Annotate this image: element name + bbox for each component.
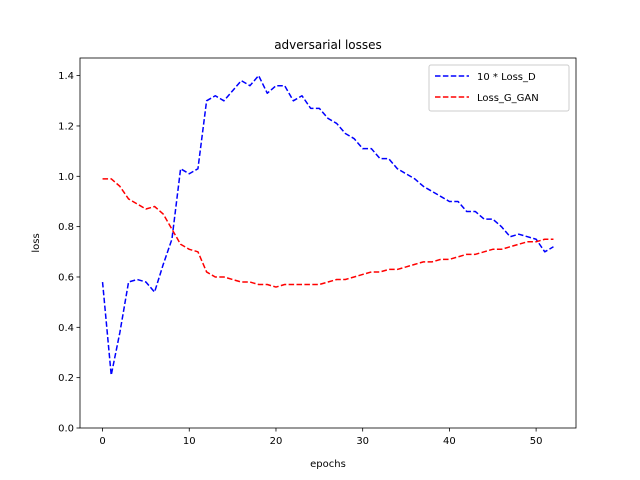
y-tick-label: 0.0: [58, 424, 74, 435]
y-tick-label: 1.4: [58, 71, 74, 82]
x-tick-label: 50: [530, 436, 543, 447]
x-tick-label: 10: [183, 436, 196, 447]
series-layer: [101, 74, 554, 376]
plot-frame: [79, 57, 577, 429]
plot-background: [80, 58, 576, 428]
x-tick-label: 0: [99, 436, 105, 447]
x-tick-label: 20: [270, 436, 283, 447]
ticks: 0 10 20 30 40 50 0.0 0.2 0.4 0.6 0.8 1.0 1.2 1.4: [58, 71, 542, 447]
x-tick-label: 40: [443, 436, 456, 447]
chart-title: adversarial losses: [274, 38, 382, 52]
y-tick-label: 0.6: [58, 272, 74, 283]
series-line-loss-d: [101, 74, 554, 376]
y-tick-label: 1.2: [58, 121, 74, 132]
plot-area: [80, 58, 576, 428]
y-tick-label: 0.2: [58, 373, 74, 384]
y-axis-label: loss: [31, 233, 42, 252]
y-tick-label: 0.4: [58, 323, 74, 334]
legend: 10 * Loss_D Loss_G_GAN: [428, 64, 570, 112]
legend-label-loss-d: 10 * Loss_D: [477, 72, 536, 83]
series-line-loss-g-gan: [102, 178, 554, 288]
y-tick-label: 1.0: [58, 172, 74, 183]
x-axis-label: epochs: [310, 459, 346, 470]
x-tick-label: 30: [356, 436, 369, 447]
legend-label-loss-g-gan: Loss_G_GAN: [477, 93, 539, 104]
y-tick-label: 0.8: [58, 222, 74, 233]
